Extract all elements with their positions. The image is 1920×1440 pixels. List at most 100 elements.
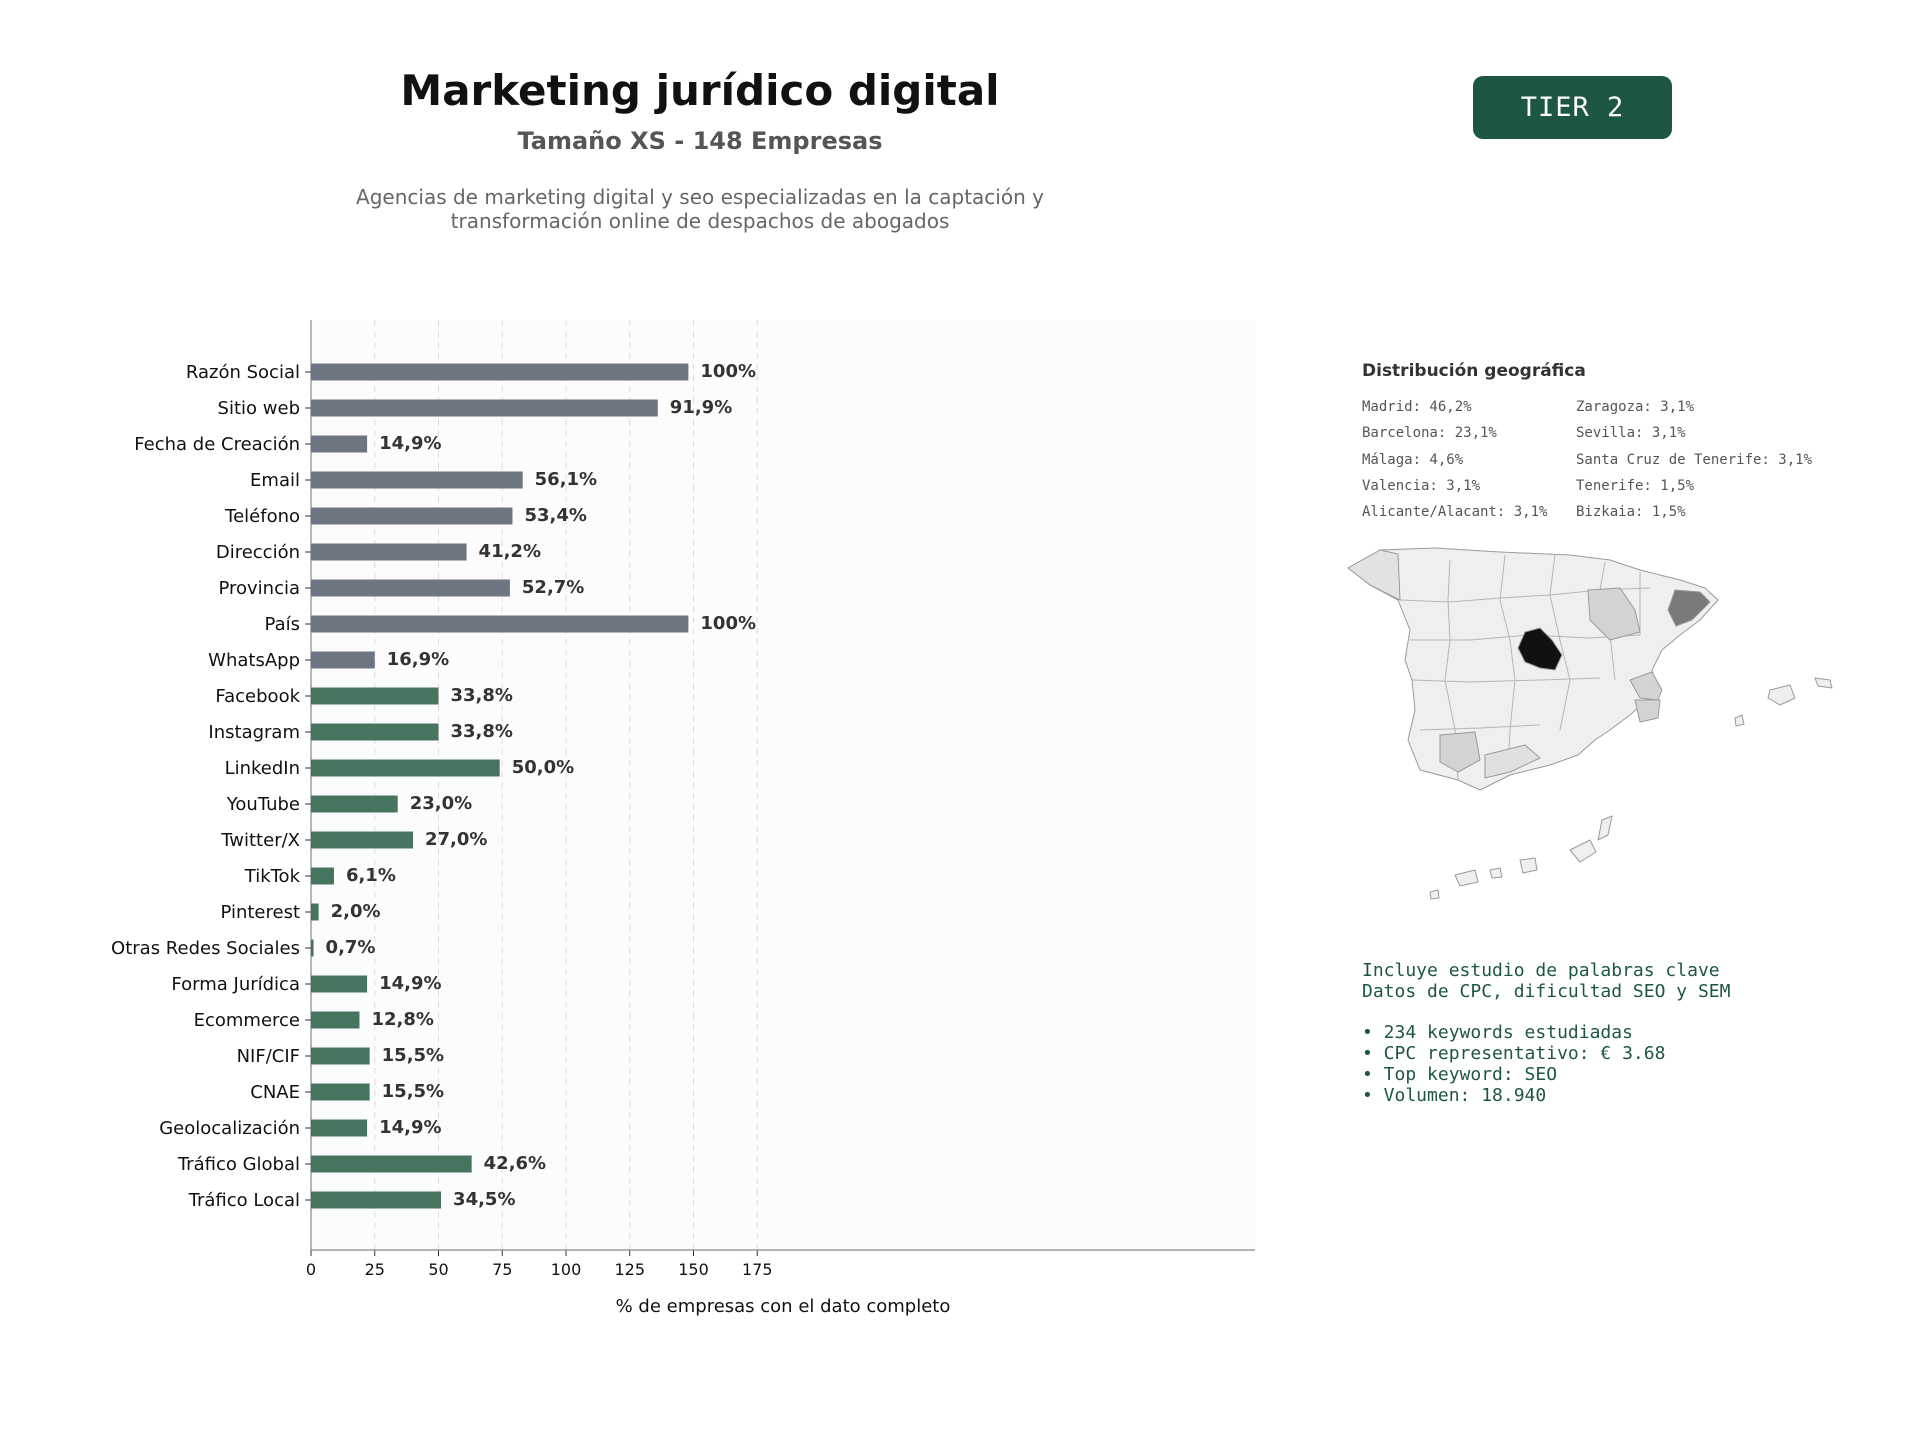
bar: [311, 795, 398, 813]
x-tick-label: 50: [428, 1260, 448, 1279]
category-label: Twitter/X: [220, 830, 300, 851]
x-tick-label: 175: [742, 1260, 773, 1279]
bar: [311, 471, 523, 489]
geo-item: Tenerife: 1,5%: [1576, 478, 1695, 494]
bar: [311, 867, 334, 885]
alicante-region: [1634, 699, 1661, 723]
value-label: 42,6%: [484, 1153, 546, 1174]
category-label: Geolocalización: [159, 1118, 300, 1139]
bar: [311, 651, 375, 669]
bar: [311, 507, 513, 525]
bar: [311, 1191, 442, 1209]
category-label: Otras Redes Sociales: [111, 938, 300, 959]
bar: [311, 579, 510, 597]
description-line-1: Agencias de marketing digital y seo espe…: [356, 185, 1044, 209]
bar: [311, 723, 439, 741]
bar: [311, 1155, 472, 1173]
bar: [311, 1047, 370, 1065]
description-line-2: transformación online de despachos de ab…: [450, 209, 950, 233]
x-tick-label: 150: [678, 1260, 709, 1279]
bar: [311, 615, 689, 633]
x-tick-label: 100: [551, 1260, 582, 1279]
bar-chart: 0 25 50 75 100 125 150 175 % de empresas con el …: [111, 320, 1255, 1317]
bar: [311, 1119, 368, 1137]
category-label: CNAE: [250, 1082, 300, 1103]
geo-item: Valencia: 3,1%: [1362, 478, 1481, 494]
page-description: Agencias de marketing digital y seo espe…: [300, 185, 1100, 233]
category-label: Tráfico Global: [177, 1154, 300, 1175]
bar: [311, 903, 319, 921]
geo-item: Madrid: 46,2%: [1362, 399, 1472, 415]
geo-item: Bizkaia: 1,5%: [1576, 504, 1686, 520]
bar: [311, 435, 368, 453]
bar: [311, 1011, 360, 1029]
balearic-island: [1814, 677, 1833, 689]
bar: [311, 543, 467, 561]
category-label: TikTok: [244, 866, 301, 887]
geo-item: Zaragoza: 3,1%: [1576, 399, 1695, 415]
value-label: 12,8%: [371, 1009, 433, 1030]
spain-map: [1347, 547, 1833, 900]
geo-item: Sevilla: 3,1%: [1576, 425, 1686, 441]
page-title: Marketing jurídico digital: [400, 66, 1000, 115]
geo-item: Santa Cruz de Tenerife: 3,1%: [1576, 452, 1813, 468]
value-label: 53,4%: [524, 505, 586, 526]
bar: [311, 687, 439, 705]
category-label: NIF/CIF: [237, 1046, 300, 1067]
category-label: Instagram: [208, 722, 300, 743]
category-label: Razón Social: [186, 362, 300, 383]
value-label: 2,0%: [331, 901, 381, 922]
bar: [311, 939, 314, 957]
valencia-region: [1629, 671, 1663, 701]
page-subtitle: Tamaño XS - 148 Empresas: [517, 127, 883, 155]
x-tick-label: 25: [365, 1260, 385, 1279]
sevilla-region: [1439, 731, 1481, 773]
value-label: 33,8%: [451, 685, 513, 706]
category-label: Dirección: [216, 542, 300, 563]
category-label: Tráfico Local: [188, 1190, 300, 1211]
value-label: 14,9%: [379, 973, 441, 994]
zaragoza-region: [1587, 587, 1641, 641]
value-label: 6,1%: [346, 865, 396, 886]
value-label: 100%: [700, 613, 756, 634]
bar: [311, 831, 413, 849]
x-axis-label: % de empresas con el dato completo: [616, 1296, 951, 1317]
keyword-bullet: • Volumen: 18.940: [1362, 1085, 1547, 1106]
category-label: Ecommerce: [194, 1010, 300, 1031]
keyword-bullet: • 234 keywords estudiadas: [1362, 1022, 1633, 1043]
keyword-bullet: • Top keyword: SEO: [1362, 1064, 1558, 1085]
x-tick-label: 125: [614, 1260, 645, 1279]
keyword-intro-line: Datos de CPC, dificultad SEO y SEM: [1362, 981, 1731, 1002]
category-label: WhatsApp: [208, 650, 300, 671]
geo-item: Barcelona: 23,1%: [1362, 425, 1497, 441]
value-label: 50,0%: [512, 757, 574, 778]
balearic-island: [1767, 684, 1796, 706]
canary-island: [1519, 857, 1538, 874]
geo-item: Málaga: 4,6%: [1362, 452, 1464, 468]
barcelona-region: [1667, 589, 1711, 627]
canary-island: [1597, 815, 1613, 841]
category-label: Pinterest: [220, 902, 300, 923]
value-label: 56,1%: [535, 469, 597, 490]
bar: [311, 399, 658, 417]
x-tick-label: 0: [306, 1260, 316, 1279]
geo-title: Distribución geográfica: [1362, 361, 1586, 381]
category-label: LinkedIn: [225, 758, 300, 779]
value-label: 91,9%: [670, 397, 732, 418]
keyword-intro-line: Incluye estudio de palabras clave: [1362, 960, 1720, 981]
category-label: Email: [250, 470, 300, 491]
canary-island: [1429, 889, 1440, 900]
value-label: 41,2%: [479, 541, 541, 562]
canary-island: [1454, 869, 1479, 887]
canary-island: [1569, 839, 1597, 863]
tier-badge: TIER 2: [1473, 76, 1672, 139]
category-label: Fecha de Creación: [134, 434, 300, 455]
galicia-region: [1347, 549, 1401, 601]
value-label: 100%: [700, 361, 756, 382]
category-label: Provincia: [218, 578, 300, 599]
value-label: 14,9%: [379, 1117, 441, 1138]
category-label: Facebook: [215, 686, 300, 707]
value-label: 0,7%: [326, 937, 376, 958]
category-label: Forma Jurídica: [171, 974, 300, 995]
x-tick-label: 75: [492, 1260, 512, 1279]
